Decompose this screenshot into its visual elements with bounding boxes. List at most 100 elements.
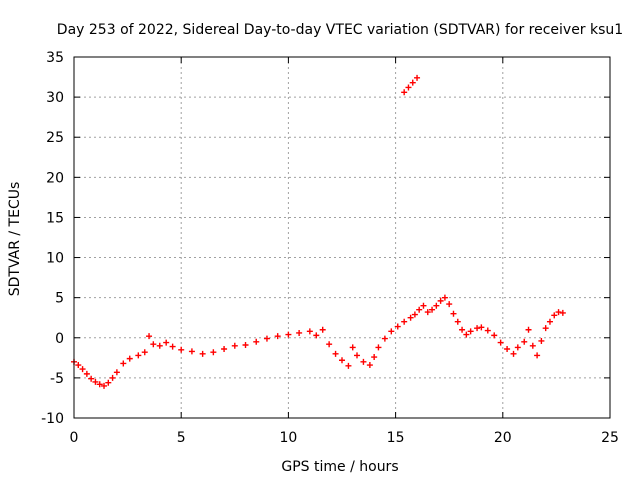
data-point bbox=[414, 74, 421, 81]
data-point bbox=[156, 342, 163, 349]
data-point bbox=[446, 301, 453, 308]
data-point bbox=[559, 309, 566, 316]
data-point bbox=[420, 302, 427, 309]
data-point bbox=[416, 306, 423, 313]
y-axis-label: SDTVAR / TECUs bbox=[7, 182, 23, 297]
data-point bbox=[529, 342, 536, 349]
data-point bbox=[454, 318, 461, 325]
y-tick-label: 10 bbox=[46, 251, 64, 267]
x-tick-label: 25 bbox=[601, 430, 619, 446]
x-tick-label: 10 bbox=[279, 430, 297, 446]
data-point bbox=[326, 341, 333, 348]
data-point bbox=[467, 328, 474, 335]
data-point bbox=[433, 302, 440, 309]
data-point bbox=[525, 326, 532, 333]
data-point bbox=[285, 331, 292, 338]
data-point bbox=[274, 333, 281, 340]
y-tick-label: 30 bbox=[46, 90, 64, 106]
data-point bbox=[263, 335, 270, 342]
y-tick-label: 25 bbox=[46, 130, 64, 146]
data-point bbox=[407, 314, 414, 321]
data-point bbox=[345, 362, 352, 369]
y-tick-label: 5 bbox=[55, 291, 64, 307]
data-point bbox=[450, 310, 457, 317]
data-point bbox=[388, 328, 395, 335]
data-point bbox=[371, 354, 378, 361]
data-point bbox=[354, 352, 361, 359]
data-point bbox=[381, 335, 388, 342]
data-point bbox=[546, 318, 553, 325]
data-point bbox=[79, 366, 86, 373]
data-point bbox=[484, 327, 491, 334]
data-point bbox=[401, 89, 408, 96]
x-tick-label: 15 bbox=[387, 430, 405, 446]
data-point bbox=[441, 294, 448, 301]
data-point bbox=[409, 79, 416, 86]
data-point bbox=[150, 341, 157, 348]
data-point bbox=[169, 343, 176, 350]
data-point bbox=[253, 338, 260, 345]
plot-frame bbox=[73, 56, 611, 419]
x-tick-label: 20 bbox=[494, 430, 512, 446]
data-point bbox=[242, 341, 249, 348]
data-point bbox=[313, 332, 320, 339]
data-point bbox=[109, 374, 116, 381]
x-tick-label: 5 bbox=[177, 430, 186, 446]
data-point bbox=[521, 338, 528, 345]
data-point bbox=[146, 333, 153, 340]
data-point bbox=[163, 339, 170, 346]
data-point bbox=[360, 358, 367, 365]
data-point bbox=[401, 318, 408, 325]
data-point bbox=[424, 309, 431, 316]
data-point bbox=[105, 379, 112, 386]
data-point bbox=[101, 382, 108, 389]
data-point bbox=[510, 350, 517, 357]
data-point bbox=[555, 309, 562, 316]
data-point bbox=[394, 323, 401, 330]
data-point bbox=[478, 324, 485, 331]
y-tick-label: 20 bbox=[46, 170, 64, 186]
data-point bbox=[349, 344, 356, 351]
data-point bbox=[141, 349, 148, 356]
data-point bbox=[551, 312, 558, 319]
data-point bbox=[126, 355, 133, 362]
chart-title: Day 253 of 2022, Sidereal Day-to-day VTE… bbox=[57, 22, 623, 38]
y-tick-label: 0 bbox=[55, 331, 64, 347]
data-point bbox=[113, 369, 120, 376]
data-point bbox=[411, 311, 418, 318]
data-point bbox=[534, 352, 541, 359]
data-point bbox=[542, 325, 549, 332]
data-point bbox=[514, 344, 521, 351]
data-point bbox=[221, 346, 228, 353]
data-point bbox=[504, 346, 511, 353]
data-point bbox=[120, 360, 127, 367]
data-point bbox=[429, 306, 436, 313]
data-points bbox=[71, 74, 566, 389]
y-tick-label: 35 bbox=[46, 50, 64, 66]
data-point bbox=[306, 328, 313, 335]
data-point bbox=[538, 337, 545, 344]
data-point bbox=[83, 370, 90, 377]
data-point bbox=[231, 342, 238, 349]
data-point bbox=[332, 350, 339, 357]
data-point bbox=[497, 339, 504, 346]
data-point bbox=[474, 325, 481, 332]
data-point bbox=[339, 357, 345, 364]
x-axis-label: GPS time / hours bbox=[281, 459, 398, 475]
data-point bbox=[296, 329, 303, 336]
data-point bbox=[188, 348, 195, 355]
data-point bbox=[92, 378, 99, 385]
data-point bbox=[96, 381, 103, 388]
data-point bbox=[463, 331, 470, 338]
data-point bbox=[178, 346, 185, 353]
y-tick-label: -5 bbox=[50, 371, 64, 387]
data-point bbox=[75, 362, 82, 369]
data-point bbox=[319, 326, 326, 333]
data-point bbox=[199, 350, 206, 357]
data-point bbox=[375, 344, 382, 351]
data-point bbox=[366, 362, 373, 369]
y-tick-label: -10 bbox=[41, 411, 64, 427]
axis-ticks: 0 5 10 15 20 25 -10 -5 0 5 10 15 20 25 30 35 bbox=[41, 50, 619, 446]
data-point bbox=[491, 332, 498, 339]
